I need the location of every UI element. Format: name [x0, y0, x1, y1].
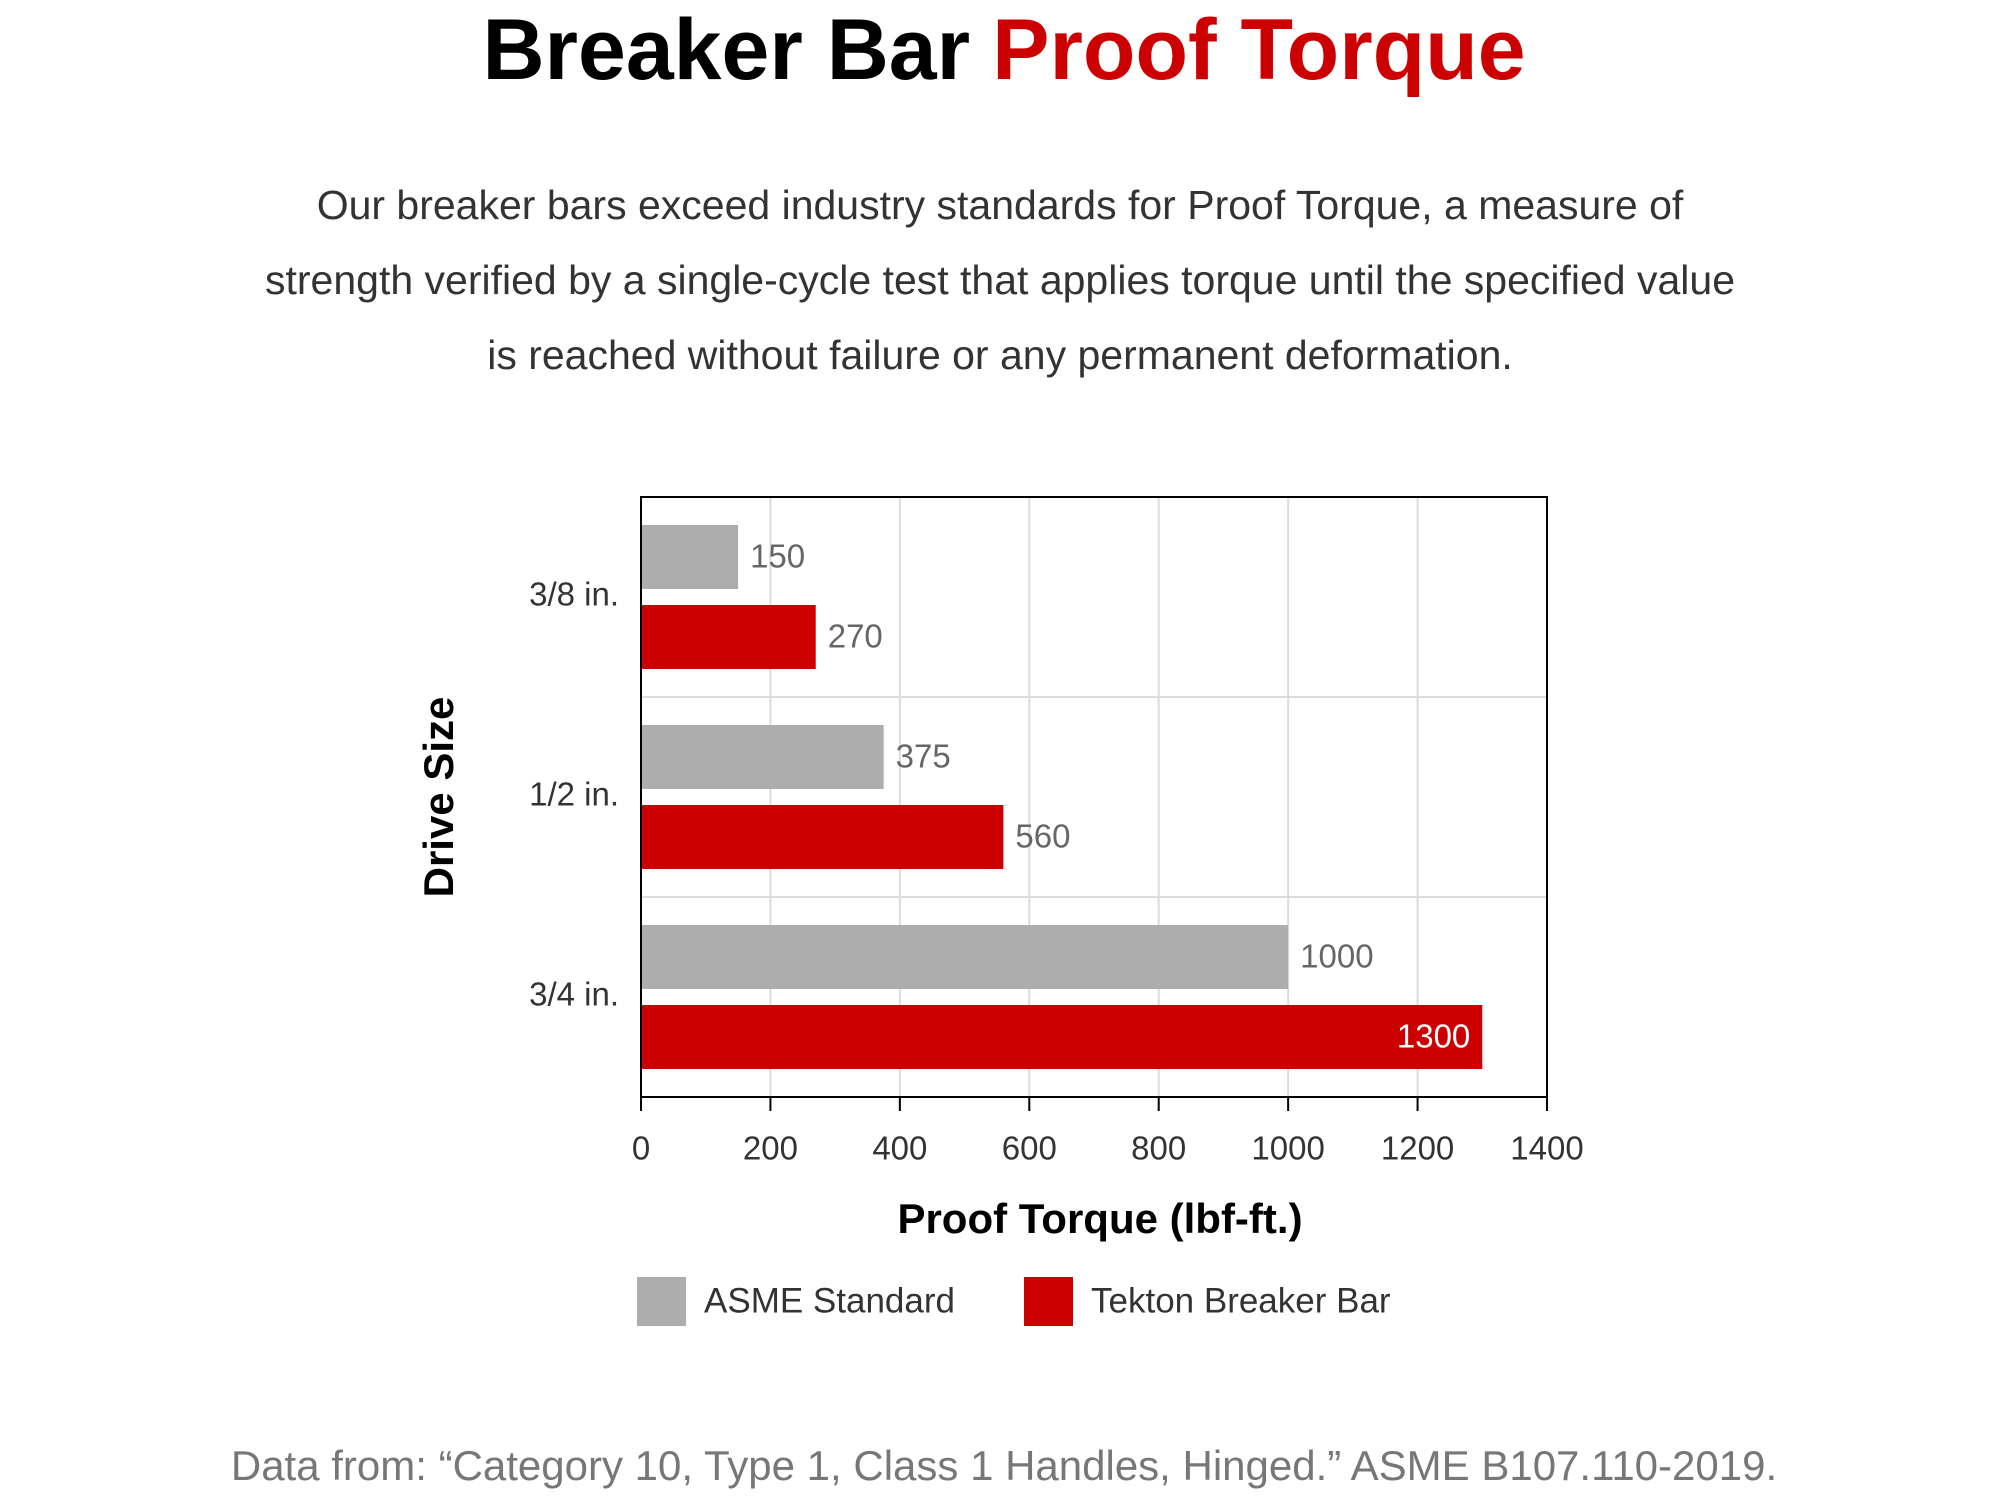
subtitle: Our breaker bars exceed industry standar…	[265, 182, 1735, 378]
value-label: 150	[750, 538, 805, 575]
x-tick-label: 400	[872, 1130, 927, 1167]
bar	[641, 1005, 1483, 1069]
x-tick-label: 600	[1002, 1130, 1057, 1167]
bar	[641, 605, 816, 669]
bar	[641, 805, 1004, 869]
chart-title: Breaker Bar Proof Torque	[482, 2, 1525, 98]
x-tick-label: 1400	[1510, 1130, 1583, 1167]
value-label: 560	[1015, 818, 1070, 855]
x-tick-label: 0	[632, 1130, 650, 1167]
bar	[641, 725, 884, 789]
y-tick-label: 3/4 in.	[529, 976, 619, 1013]
y-axis-label: Drive Size	[415, 697, 462, 898]
x-axis-label: Proof Torque (lbf-ft.)	[897, 1195, 1302, 1242]
legend-swatch	[1024, 1277, 1073, 1326]
legend-label: Tekton Breaker Bar	[1091, 1281, 1391, 1320]
x-tick-label: 1200	[1381, 1130, 1454, 1167]
legend-swatch	[637, 1277, 686, 1326]
title-lead: Breaker Bar	[482, 2, 970, 98]
y-tick-label: 3/8 in.	[529, 576, 619, 613]
value-label: 375	[896, 738, 951, 775]
x-tick-label: 800	[1131, 1130, 1186, 1167]
value-label: 270	[828, 618, 883, 655]
x-tick-label: 200	[743, 1130, 798, 1167]
value-label: 1000	[1300, 938, 1373, 975]
value-label: 1300	[1397, 1018, 1470, 1055]
bar	[641, 525, 739, 589]
source-note: Data from: “Category 10, Type 1, Class 1…	[231, 1442, 1777, 1489]
legend-label: ASME Standard	[704, 1281, 955, 1320]
y-tick-label: 1/2 in.	[529, 776, 619, 813]
bar	[641, 925, 1289, 989]
title-highlight: Proof Torque	[992, 2, 1525, 98]
plot-frame	[640, 496, 1548, 1098]
x-tick-label: 1000	[1251, 1130, 1324, 1167]
